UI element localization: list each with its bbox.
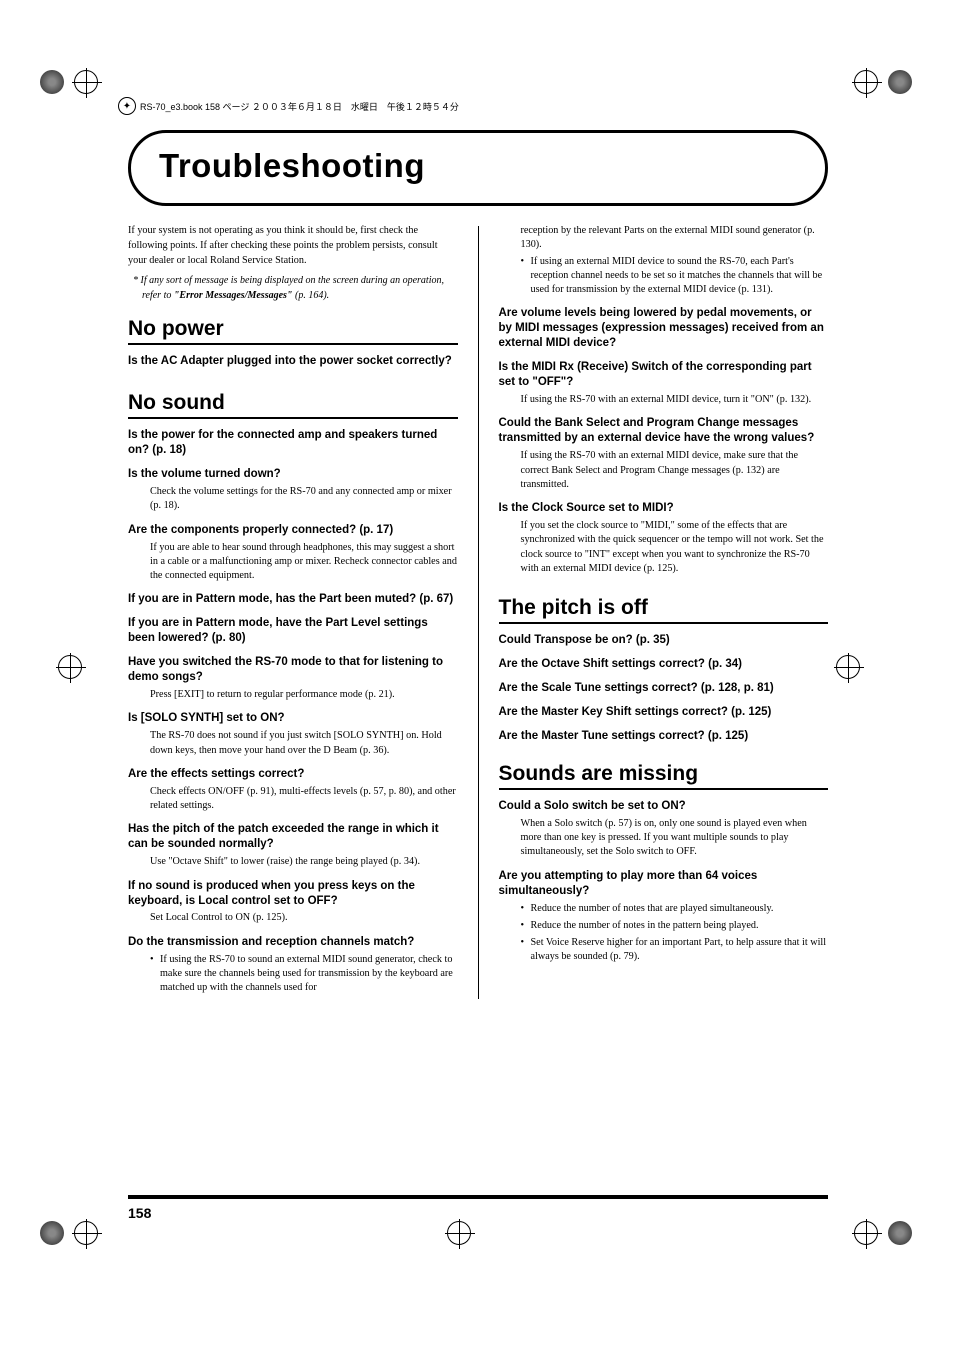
section-pitch-off: The pitch is off bbox=[499, 596, 829, 624]
header-info-line: ✦ RS-70_e3.book 158 ページ ２００３年６月１８日 水曜日 午… bbox=[118, 97, 459, 115]
continuation-text: reception by the relevant Parts on the e… bbox=[499, 224, 829, 253]
a-midi-rx: If using the RS-70 with an external MIDI… bbox=[499, 393, 829, 407]
crop-mark-mr bbox=[836, 655, 896, 715]
crop-mark-bl bbox=[40, 1221, 100, 1281]
continuation-list: If using an external MIDI device to soun… bbox=[499, 255, 829, 298]
footnote: * If any sort of message is being displa… bbox=[128, 274, 458, 303]
q-pedal-volume: Are volume levels being lowered by pedal… bbox=[499, 306, 829, 351]
section-no-sound: No sound bbox=[128, 391, 458, 419]
crop-mark-ml bbox=[58, 655, 118, 715]
q-master-key-shift: Are the Master Key Shift settings correc… bbox=[499, 705, 829, 720]
intro-paragraph: If your system is not operating as you t… bbox=[128, 224, 458, 268]
q-demo-mode: Have you switched the RS-70 mode to that… bbox=[128, 655, 458, 685]
a-effects: Check effects ON/OFF (p. 91), multi-effe… bbox=[128, 785, 458, 814]
note-suffix: (p. 164). bbox=[292, 290, 329, 301]
q-effects: Are the effects settings correct? bbox=[128, 767, 458, 782]
a-64-voices-list: Reduce the number of notes that are play… bbox=[499, 902, 829, 965]
a-volume-down: Check the volume settings for the RS-70 … bbox=[128, 485, 458, 514]
list-item: Reduce the number of notes in the patter… bbox=[521, 919, 829, 933]
section-sounds-missing: Sounds are missing bbox=[499, 762, 829, 790]
list-item: Reduce the number of notes that are play… bbox=[521, 902, 829, 916]
a-bank-select: If using the RS-70 with an external MIDI… bbox=[499, 449, 829, 492]
left-column: If your system is not operating as you t… bbox=[128, 224, 458, 999]
q-ac-adapter: Is the AC Adapter plugged into the power… bbox=[128, 354, 458, 369]
q-clock-source: Is the Clock Source set to MIDI? bbox=[499, 501, 829, 516]
q-scale-tune: Are the Scale Tune settings correct? (p.… bbox=[499, 681, 829, 696]
page-title: Troubleshooting bbox=[159, 147, 797, 185]
list-item: If using an external MIDI device to soun… bbox=[521, 255, 829, 298]
q-octave-shift: Are the Octave Shift settings correct? (… bbox=[499, 657, 829, 672]
footer-rule bbox=[128, 1195, 828, 1199]
q-transpose: Could Transpose be on? (p. 35) bbox=[499, 633, 829, 648]
note-emphasis: "Error Messages/Messages" bbox=[174, 290, 293, 301]
q-components: Are the components properly connected? (… bbox=[128, 523, 458, 538]
book-icon: ✦ bbox=[118, 97, 136, 115]
page-content: Troubleshooting If your system is not op… bbox=[128, 130, 828, 999]
list-item: If using the RS-70 to sound an external … bbox=[150, 953, 458, 996]
q-bank-select: Could the Bank Select and Program Change… bbox=[499, 416, 829, 446]
header-text: RS-70_e3.book 158 ページ ２００３年６月１８日 水曜日 午後１… bbox=[140, 100, 459, 113]
crop-mark-mb bbox=[447, 1221, 507, 1281]
crop-mark-tr bbox=[854, 70, 914, 130]
q-local-control: If no sound is produced when you press k… bbox=[128, 879, 458, 909]
q-solo-synth: Is [SOLO SYNTH] set to ON? bbox=[128, 711, 458, 726]
a-solo-synth: The RS-70 does not sound if you just swi… bbox=[128, 729, 458, 758]
two-column-layout: If your system is not operating as you t… bbox=[128, 224, 828, 999]
q-part-level: If you are in Pattern mode, have the Par… bbox=[128, 616, 458, 646]
page-number: 158 bbox=[128, 1205, 151, 1221]
a-pitch-range: Use "Octave Shift" to lower (raise) the … bbox=[128, 855, 458, 869]
q-channels-match: Do the transmission and reception channe… bbox=[128, 935, 458, 950]
q-part-muted: If you are in Pattern mode, has the Part… bbox=[128, 592, 458, 607]
a-demo-mode: Press [EXIT] to return to regular perfor… bbox=[128, 688, 458, 702]
q-volume-down: Is the volume turned down? bbox=[128, 467, 458, 482]
right-column: reception by the relevant Parts on the e… bbox=[499, 224, 829, 999]
a-solo-switch: When a Solo switch (p. 57) is on, only o… bbox=[499, 817, 829, 860]
q-midi-rx: Is the MIDI Rx (Receive) Switch of the c… bbox=[499, 360, 829, 390]
column-divider bbox=[478, 226, 479, 999]
q-64-voices: Are you attempting to play more than 64 … bbox=[499, 869, 829, 899]
crop-mark-br bbox=[854, 1221, 914, 1281]
a-local-control: Set Local Control to ON (p. 125). bbox=[128, 911, 458, 925]
q-solo-switch: Could a Solo switch be set to ON? bbox=[499, 799, 829, 814]
a-channels-list: If using the RS-70 to sound an external … bbox=[128, 953, 458, 996]
q-pitch-range: Has the pitch of the patch exceeded the … bbox=[128, 822, 458, 852]
list-item: Set Voice Reserve higher for an importan… bbox=[521, 936, 829, 965]
a-components: If you are able to hear sound through he… bbox=[128, 541, 458, 584]
q-power-amp: Is the power for the connected amp and s… bbox=[128, 428, 458, 458]
q-master-tune: Are the Master Tune settings correct? (p… bbox=[499, 729, 829, 744]
section-no-power: No power bbox=[128, 317, 458, 345]
title-container: Troubleshooting bbox=[128, 130, 828, 206]
a-clock-source: If you set the clock source to "MIDI," s… bbox=[499, 519, 829, 576]
crop-mark-tl bbox=[40, 70, 100, 130]
